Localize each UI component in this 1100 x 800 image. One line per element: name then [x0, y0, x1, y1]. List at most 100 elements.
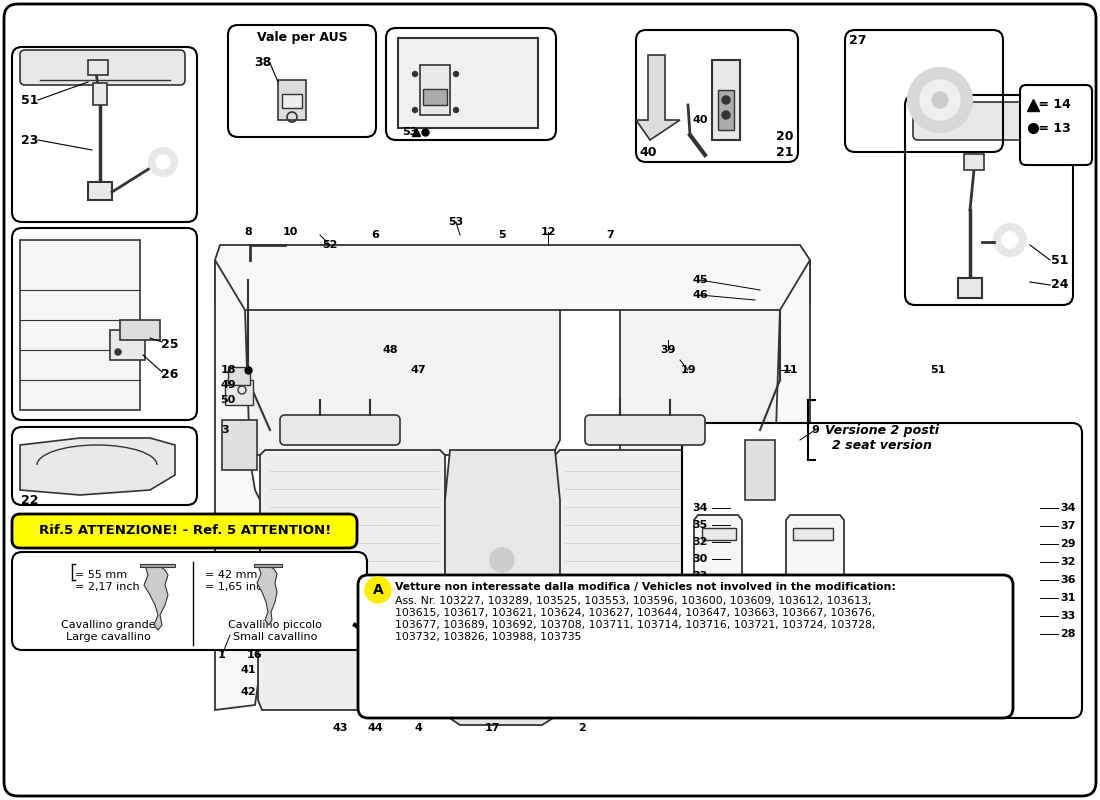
Text: 44: 44	[367, 723, 383, 733]
Text: 103615, 103617, 103621, 103624, 103627, 103644, 103647, 103663, 103667, 103676,: 103615, 103617, 103621, 103624, 103627, …	[395, 608, 876, 618]
Text: 25: 25	[162, 338, 178, 351]
Text: 28: 28	[1060, 629, 1076, 639]
Circle shape	[932, 92, 948, 108]
Polygon shape	[144, 565, 168, 630]
Polygon shape	[214, 635, 260, 710]
Bar	[398, 38, 538, 128]
Text: 48: 48	[382, 345, 398, 355]
Bar	[278, 80, 306, 120]
Bar	[793, 675, 833, 695]
Polygon shape	[446, 450, 560, 640]
Text: 37: 37	[1060, 521, 1076, 531]
Text: 30: 30	[692, 554, 707, 564]
Text: = 55 mm
= 2,17 inch: = 55 mm = 2,17 inch	[75, 570, 140, 592]
Circle shape	[490, 548, 514, 572]
Circle shape	[994, 224, 1026, 256]
Bar	[958, 278, 982, 298]
Bar	[228, 367, 250, 385]
Polygon shape	[636, 55, 680, 140]
Text: 40: 40	[639, 146, 657, 158]
Bar	[88, 182, 112, 200]
Text: 27: 27	[849, 34, 867, 46]
Bar	[222, 420, 257, 470]
Bar	[702, 528, 736, 540]
Text: 8: 8	[244, 227, 252, 237]
Circle shape	[722, 111, 730, 119]
Text: 24: 24	[1052, 278, 1069, 291]
Bar	[140, 564, 175, 567]
Bar	[718, 90, 734, 130]
FancyBboxPatch shape	[913, 102, 1068, 140]
Text: Cavallino piccolo
Small cavallino: Cavallino piccolo Small cavallino	[228, 621, 322, 642]
Polygon shape	[556, 450, 740, 635]
Text: parts: parts	[451, 511, 690, 589]
FancyBboxPatch shape	[12, 514, 358, 548]
Circle shape	[412, 107, 418, 113]
Polygon shape	[214, 245, 810, 320]
FancyBboxPatch shape	[12, 228, 197, 420]
Text: 4: 4	[414, 723, 422, 733]
Text: 37: 37	[856, 595, 871, 605]
Polygon shape	[446, 635, 562, 725]
Polygon shape	[620, 310, 790, 455]
Text: 29: 29	[1060, 539, 1076, 549]
FancyBboxPatch shape	[682, 423, 1082, 718]
Text: 3: 3	[221, 425, 229, 435]
Text: 12: 12	[540, 227, 556, 237]
Polygon shape	[20, 438, 175, 495]
Text: 45: 45	[692, 275, 707, 285]
Text: 43: 43	[332, 723, 348, 733]
Text: Vale per AUS: Vale per AUS	[256, 31, 348, 45]
Text: 31: 31	[1060, 593, 1076, 603]
Text: 40: 40	[692, 115, 707, 125]
Text: 49: 49	[220, 380, 235, 390]
Polygon shape	[770, 260, 810, 605]
Text: 103732, 103826, 103988, 103735: 103732, 103826, 103988, 103735	[395, 632, 582, 642]
FancyBboxPatch shape	[12, 552, 367, 650]
Text: 17: 17	[484, 723, 499, 733]
Text: 53: 53	[402, 127, 417, 137]
Circle shape	[156, 155, 170, 169]
Text: 51: 51	[1052, 254, 1069, 266]
Bar	[88, 60, 108, 75]
Text: 1: 1	[218, 650, 226, 660]
Circle shape	[453, 107, 459, 113]
Text: 47: 47	[410, 365, 426, 375]
FancyBboxPatch shape	[845, 30, 1003, 152]
Text: 51: 51	[21, 94, 38, 106]
Text: 32: 32	[1060, 557, 1076, 567]
FancyBboxPatch shape	[12, 47, 197, 222]
Text: 51: 51	[931, 365, 946, 375]
Text: 19: 19	[680, 365, 696, 375]
Text: = 13: = 13	[1034, 122, 1070, 134]
Polygon shape	[690, 695, 875, 718]
Circle shape	[714, 649, 726, 661]
Text: 39: 39	[660, 345, 675, 355]
Text: 16: 16	[248, 650, 263, 660]
Text: 42: 42	[240, 687, 256, 697]
Bar	[793, 528, 833, 540]
Text: Ass. Nr. 103227, 103289, 103525, 103553, 103596, 103600, 103609, 103612, 103613,: Ass. Nr. 103227, 103289, 103525, 103553,…	[395, 596, 871, 606]
Bar	[20, 240, 140, 410]
Bar	[282, 94, 303, 108]
Bar	[712, 60, 740, 140]
Bar	[745, 440, 776, 500]
FancyBboxPatch shape	[1020, 85, 1092, 165]
Circle shape	[1002, 232, 1018, 248]
FancyBboxPatch shape	[585, 415, 705, 445]
Bar	[420, 65, 450, 115]
Bar	[964, 154, 984, 170]
Text: 53: 53	[449, 217, 463, 227]
Bar	[226, 380, 253, 405]
Text: 18: 18	[220, 365, 235, 375]
FancyBboxPatch shape	[4, 4, 1096, 796]
Circle shape	[365, 577, 390, 603]
Bar	[702, 675, 736, 695]
Text: 46: 46	[692, 290, 708, 300]
Text: 11: 11	[782, 365, 797, 375]
FancyBboxPatch shape	[12, 427, 197, 505]
Text: 35: 35	[692, 520, 707, 530]
Text: 50: 50	[220, 395, 235, 405]
Circle shape	[453, 71, 459, 77]
Text: Cavallino grande
Large cavallino: Cavallino grande Large cavallino	[60, 621, 155, 642]
